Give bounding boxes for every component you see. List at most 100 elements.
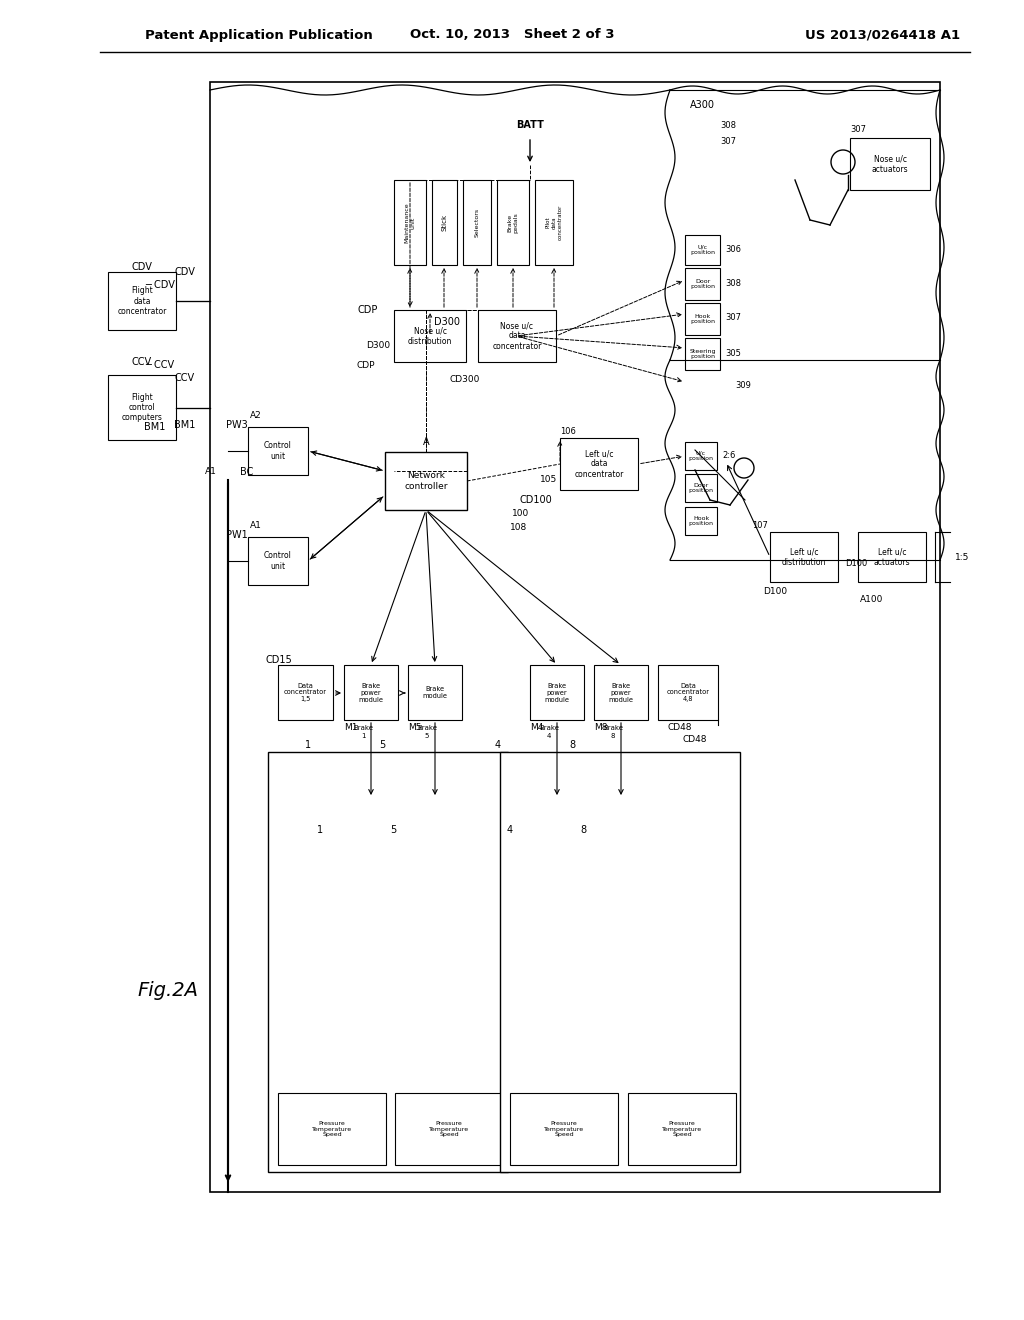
Text: A300: A300 [690, 100, 715, 110]
Text: 308: 308 [725, 280, 741, 289]
Text: Brake
8: Brake 8 [603, 726, 623, 738]
Text: 107: 107 [752, 520, 768, 529]
Text: 4: 4 [495, 741, 501, 750]
Text: U/c
position: U/c position [688, 450, 714, 462]
Text: 5: 5 [379, 741, 385, 750]
Bar [770, 532, 838, 582]
Text: Patent Application Publication: Patent Application Publication [145, 29, 373, 41]
Bar [108, 272, 176, 330]
Text: Pressure
Temperature
Speed: Pressure Temperature Speed [312, 1121, 352, 1138]
Text: Brake
module: Brake module [423, 686, 447, 700]
Text: Left u/c
distribution: Left u/c distribution [781, 548, 826, 566]
Text: M1: M1 [344, 723, 357, 733]
Text: Brake
power
module: Brake power module [545, 682, 569, 702]
Bar [560, 438, 638, 490]
Text: 4: 4 [507, 825, 513, 836]
Bar [394, 310, 466, 362]
Text: 307: 307 [850, 125, 866, 135]
Text: Nose u/c
distribution: Nose u/c distribution [408, 326, 453, 346]
Text: A100: A100 [860, 595, 884, 605]
Text: ─ CDV: ─ CDV [145, 280, 175, 290]
Text: U/c
position: U/c position [690, 244, 715, 255]
Text: CD48: CD48 [683, 735, 708, 744]
Text: BM1: BM1 [144, 422, 166, 432]
Bar [497, 180, 529, 265]
Text: 8: 8 [569, 741, 575, 750]
Text: Steering
position: Steering position [689, 348, 716, 359]
Text: 306: 306 [725, 246, 741, 255]
Text: 309: 309 [735, 380, 751, 389]
Text: PW1: PW1 [226, 531, 248, 540]
Bar [685, 474, 717, 502]
Text: Oct. 10, 2013   Sheet 2 of 3: Oct. 10, 2013 Sheet 2 of 3 [410, 29, 614, 41]
Bar [108, 375, 176, 440]
Text: 108: 108 [510, 524, 527, 532]
Text: CDV: CDV [174, 267, 195, 277]
Text: PW3: PW3 [226, 420, 248, 430]
Bar [395, 1093, 503, 1166]
Text: Pilot
data
concentrator: Pilot data concentrator [546, 205, 562, 240]
Text: 307: 307 [725, 314, 741, 322]
Bar [850, 139, 930, 190]
Text: Maintenance
unit: Maintenance unit [404, 202, 416, 243]
Bar [385, 451, 467, 510]
Text: CD100: CD100 [520, 495, 553, 506]
Text: CDP: CDP [357, 305, 378, 315]
Bar [408, 665, 462, 719]
Text: Hook
position: Hook position [688, 516, 714, 527]
Text: D100: D100 [845, 560, 867, 569]
Text: CCV: CCV [175, 374, 195, 383]
Bar [248, 537, 308, 585]
Bar [685, 304, 720, 335]
Bar [658, 665, 718, 719]
Text: 2:6: 2:6 [722, 450, 735, 459]
Text: 1: 1 [317, 825, 323, 836]
Bar [685, 268, 720, 300]
Text: Door
position: Door position [690, 279, 715, 289]
Text: 1: 1 [305, 741, 311, 750]
Bar [210, 82, 940, 1192]
Text: Data
concentrator
1,5: Data concentrator 1,5 [284, 682, 327, 702]
Text: M4: M4 [530, 723, 544, 733]
Text: Pressure
Temperature
Speed: Pressure Temperature Speed [429, 1121, 469, 1138]
Text: Nose u/c
data
concentrator: Nose u/c data concentrator [493, 321, 542, 351]
Text: BATT: BATT [516, 120, 544, 129]
Bar [248, 426, 308, 475]
Text: Left u/c
data
concentrator: Left u/c data concentrator [574, 449, 624, 479]
Text: CDV: CDV [131, 261, 153, 272]
Text: CD15: CD15 [265, 655, 292, 665]
Text: 105: 105 [540, 475, 557, 484]
Bar [394, 180, 426, 265]
Bar [685, 507, 717, 535]
Text: Flight
data
concentrator: Flight data concentrator [118, 286, 167, 315]
Text: Pressure
Temperature
Speed: Pressure Temperature Speed [544, 1121, 584, 1138]
Text: D300: D300 [434, 317, 460, 327]
Text: Network
controller: Network controller [404, 471, 447, 491]
Text: Control
unit: Control unit [264, 552, 292, 570]
Bar [510, 1093, 618, 1166]
Text: 100: 100 [512, 508, 529, 517]
Bar [278, 1093, 386, 1166]
Bar [500, 752, 740, 1172]
Text: Brake
5: Brake 5 [417, 726, 437, 738]
Text: Brake
power
module: Brake power module [608, 682, 634, 702]
Bar [432, 180, 457, 265]
Text: 307: 307 [720, 137, 736, 147]
Bar [268, 752, 508, 1172]
Text: Hook
position: Hook position [690, 314, 715, 325]
Text: CDP: CDP [356, 360, 375, 370]
Text: Brake
power
module: Brake power module [358, 682, 384, 702]
Text: 305: 305 [725, 350, 741, 359]
Text: Left u/c
actuators: Left u/c actuators [873, 548, 910, 566]
Text: BM1: BM1 [174, 420, 195, 430]
Text: Data
concentrator
4,8: Data concentrator 4,8 [667, 682, 710, 702]
Text: ─ CCV: ─ CCV [145, 360, 174, 370]
Text: Brake
1: Brake 1 [353, 726, 373, 738]
Text: CD48: CD48 [668, 723, 692, 733]
Text: D300: D300 [366, 341, 390, 350]
Text: 5: 5 [390, 825, 396, 836]
Text: Door
position: Door position [688, 483, 714, 494]
Text: A: A [423, 437, 429, 447]
Text: Flight
control
computers: Flight control computers [122, 392, 163, 422]
Bar [278, 665, 333, 719]
